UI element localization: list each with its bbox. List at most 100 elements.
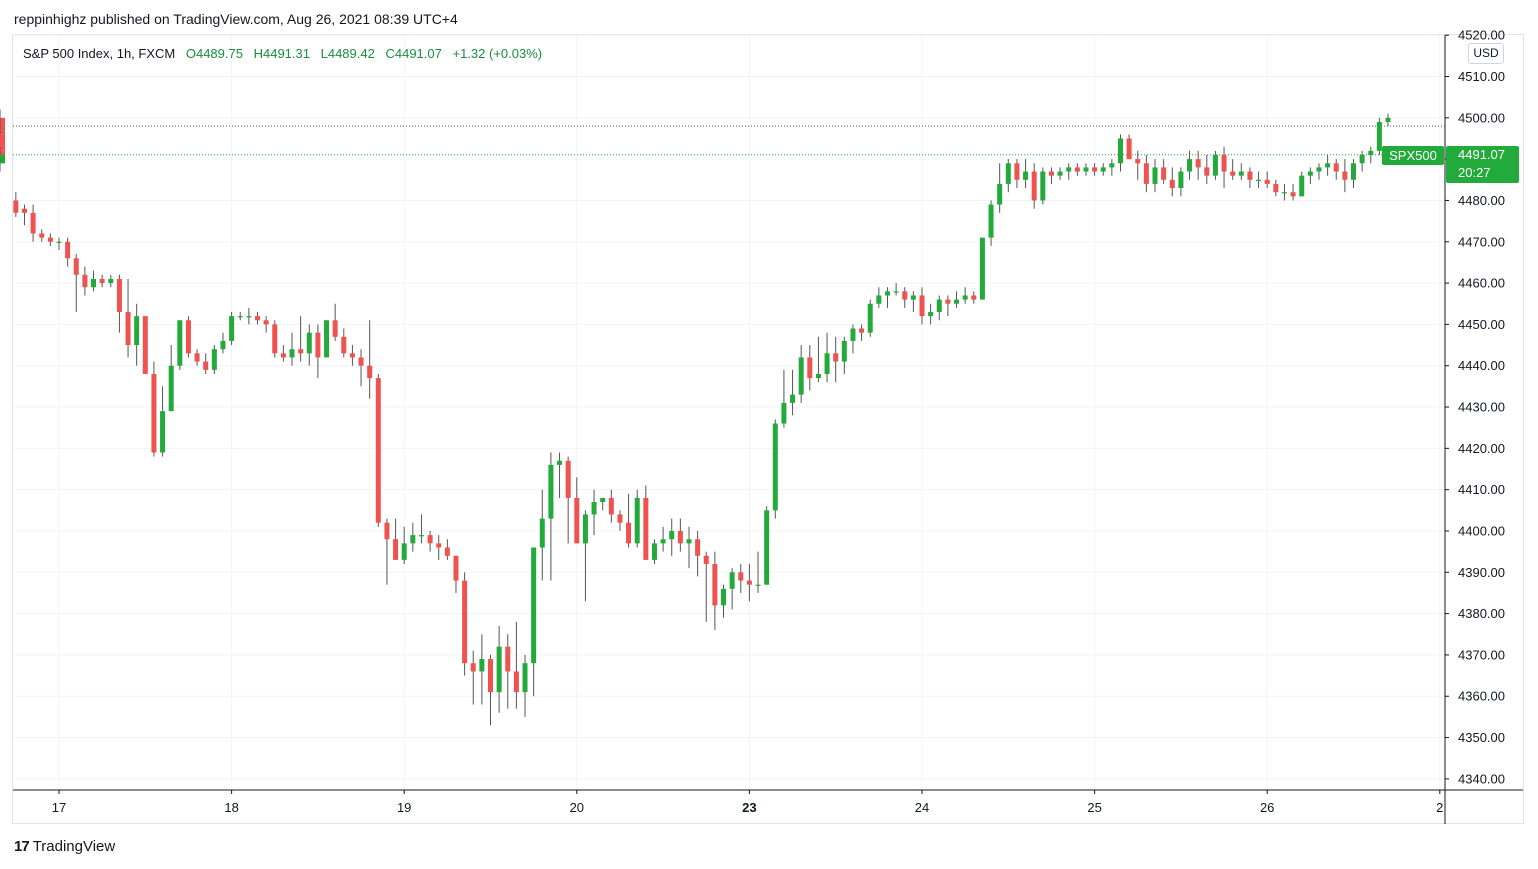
- candle-body: [850, 328, 856, 341]
- legend-low: L4489.42: [320, 46, 375, 61]
- candle: [142, 316, 148, 374]
- candle-body: [867, 303, 873, 333]
- candle-body: [1307, 171, 1313, 176]
- candle: [962, 287, 968, 304]
- candle: [160, 386, 166, 457]
- candle: [1281, 183, 1287, 201]
- candle: [859, 324, 865, 341]
- candle-body: [1204, 167, 1210, 176]
- candle-body: [1066, 167, 1072, 172]
- candle: [505, 634, 511, 709]
- candle-body: [997, 183, 1003, 205]
- candle-body: [634, 497, 640, 544]
- y-tick-label: 4450.00: [1458, 317, 1505, 332]
- candle-body: [919, 295, 925, 317]
- candle: [488, 654, 493, 726]
- candle-body: [125, 312, 131, 346]
- candle: [824, 332, 830, 383]
- candle: [1230, 159, 1236, 180]
- candle: [315, 324, 321, 379]
- y-tick-label: 4380.00: [1458, 606, 1505, 621]
- candle: [531, 547, 537, 697]
- candle-body: [142, 316, 148, 374]
- candle-body: [0, 126, 5, 131]
- candle-body: [1074, 167, 1080, 172]
- y-tick-label: 4510.00: [1458, 69, 1505, 84]
- candle-body: [1238, 171, 1244, 176]
- candle: [910, 291, 916, 313]
- candle: [790, 369, 796, 416]
- candle: [695, 530, 701, 577]
- y-tick-label: 4520.00: [1458, 28, 1505, 43]
- y-tick-label: 4340.00: [1458, 771, 1505, 786]
- candle-body: [807, 357, 813, 379]
- candle: [246, 307, 252, 325]
- candle-body: [936, 299, 942, 313]
- candle: [1368, 146, 1374, 164]
- candle: [427, 530, 433, 552]
- candle-body: [324, 320, 330, 358]
- candle-body: [876, 295, 882, 304]
- tradingview-logo[interactable]: 17 TradingView: [14, 838, 115, 855]
- y-tick-label: 4440.00: [1458, 358, 1505, 373]
- candle: [39, 229, 45, 242]
- candle-body: [531, 547, 537, 664]
- candle-body: [505, 646, 511, 672]
- candle: [393, 518, 399, 560]
- candle: [651, 539, 657, 565]
- candle-body: [539, 518, 545, 548]
- candle-body: [902, 291, 908, 300]
- candle: [134, 303, 140, 366]
- candle: [971, 291, 977, 304]
- candle: [332, 303, 338, 341]
- candle: [1325, 155, 1331, 176]
- candle-body: [557, 460, 563, 465]
- bar-countdown: 20:27: [1458, 165, 1491, 180]
- candle: [591, 489, 597, 536]
- candle-body: [669, 530, 675, 540]
- candle: [686, 526, 692, 569]
- candle-body: [1083, 167, 1089, 172]
- candle-body: [1385, 117, 1391, 122]
- candle-body: [1048, 171, 1054, 176]
- candle: [1005, 159, 1011, 193]
- candle: [194, 349, 200, 366]
- candle-body: [1117, 138, 1123, 164]
- candle-body: [1100, 167, 1106, 172]
- candle-body: [375, 378, 381, 523]
- candle-body: [91, 278, 97, 288]
- candle-body: [1143, 163, 1149, 184]
- candle-body: [384, 522, 390, 540]
- candle-body: [73, 258, 79, 275]
- candle-body: [1316, 167, 1322, 172]
- currency-button[interactable]: USD: [1468, 43, 1504, 64]
- candle-body: [30, 212, 36, 234]
- candle: [574, 477, 580, 544]
- candle: [1273, 179, 1279, 197]
- candle: [608, 489, 614, 523]
- candle: [1040, 167, 1046, 205]
- candle: [185, 316, 191, 358]
- candle: [13, 192, 19, 217]
- candle: [660, 526, 666, 552]
- candle: [0, 121, 5, 139]
- candle: [841, 336, 847, 374]
- candle-body: [289, 349, 295, 358]
- candle: [177, 320, 183, 370]
- candle: [1152, 159, 1158, 193]
- candle-body: [1161, 167, 1167, 180]
- candle-body: [1195, 159, 1201, 168]
- candle-body: [194, 353, 200, 362]
- candle: [418, 514, 424, 544]
- candle-body: [617, 514, 623, 523]
- candle-body: [815, 373, 821, 379]
- candle-body: [1359, 155, 1365, 164]
- candle-body: [859, 328, 865, 333]
- candle-body: [643, 497, 649, 560]
- candle-body: [790, 394, 796, 403]
- candle-body: [151, 373, 157, 453]
- candle-body: [56, 241, 62, 243]
- candle: [0, 155, 5, 172]
- publisher-line: reppinhighz published on TradingView.com…: [14, 11, 458, 27]
